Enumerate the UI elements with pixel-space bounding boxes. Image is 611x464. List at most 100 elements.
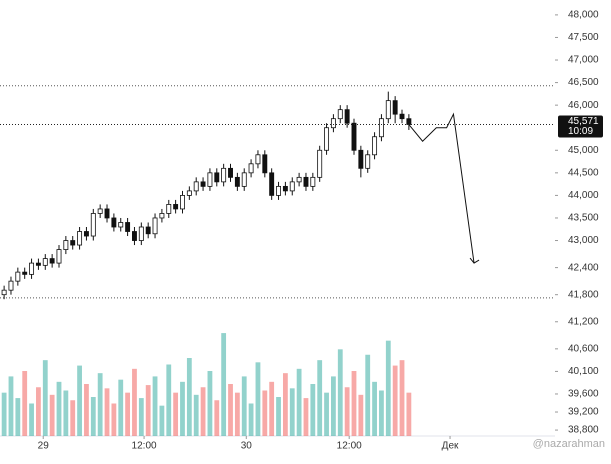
candle-body [358,149,364,169]
volume-bar [132,368,137,436]
volume-bar [125,392,131,436]
volume-bar [70,400,76,436]
candle-body [145,226,151,235]
candle-body [214,172,220,183]
candle-body [241,172,247,187]
candle-body [42,258,48,266]
y-tick-label: 42,400 [568,262,599,273]
watermark: @nazarahman [533,438,605,450]
volume-bar [234,392,240,436]
candle-body [317,149,323,178]
y-tick-label: 40,600 [568,343,599,354]
volume-bar [180,381,185,436]
volume-bar [241,376,247,436]
trend-drawing [408,112,475,264]
volume-bar [399,360,405,436]
candle-body [310,176,316,187]
candle-body [138,226,144,241]
volume-bar [262,390,268,436]
volume-bar [310,384,316,436]
volume-bar [221,333,227,436]
volume-bar [42,360,48,436]
volume-bar [282,373,288,436]
candle-body [159,213,165,219]
candle-body [372,136,378,156]
volume-bar [392,365,398,436]
candle-body [1,289,7,296]
arrow-head [469,257,480,264]
candle-body [234,176,240,187]
candle-body [255,154,261,165]
volume-bar [138,398,144,436]
volume-bar [214,400,220,436]
volume-bar [317,360,323,436]
volume-bar [200,387,206,436]
y-tick-label: 43,000 [568,235,599,246]
volume-bar [152,376,158,436]
candle-body [83,231,89,237]
candle-body [22,271,28,275]
volume-bar [8,376,14,436]
volume-bar [118,379,124,436]
candle-body [303,176,309,187]
y-tick-label: 41,800 [568,289,599,300]
candle-body [406,118,412,125]
volume-bar [351,371,357,436]
volume-bar [15,398,21,436]
candle-body [200,181,206,187]
candle-body [282,185,288,192]
candle-body [125,222,131,232]
candle-body [399,113,405,120]
y-tick-label: 39,600 [568,389,599,400]
y-tick-label: 44,000 [568,190,599,201]
volume-bar [193,394,199,436]
candle-body [111,217,117,228]
volume-bar [166,364,172,436]
candle-body [132,231,137,241]
candle-body [221,167,227,183]
candle-body [193,181,199,192]
y-tick-label: 44,500 [568,167,599,178]
volume-bar [358,394,364,436]
candle-body [262,154,268,174]
volume-bar [337,349,343,436]
volume-bar [303,398,309,436]
volume-bar [228,384,233,436]
volume-bar [49,394,55,436]
volume-bar [97,373,103,436]
y-tick-label: 46,500 [568,77,599,88]
candle-body [296,176,302,183]
volume-bar [90,397,96,436]
volume-bar [331,376,336,436]
candle-body [248,163,254,174]
y-tick-label: 40,100 [568,366,599,377]
countdown-label: 10:09 [568,126,593,137]
volume-bar [104,388,110,436]
candle-body [166,204,172,214]
y-tick-label: 47,500 [568,32,599,43]
y-tick-label: 39,200 [568,407,599,418]
y-tick-label: 46,000 [568,100,599,111]
candle-body [90,213,96,237]
candle-body [324,127,330,151]
volume-bar [84,384,89,436]
volume-bar [111,403,117,436]
candle-body [351,122,357,151]
x-tick-label: 29 [38,441,50,452]
candle-body [35,262,41,266]
candle-body [207,172,213,187]
volume-bar [159,405,165,436]
candle-body [8,280,14,291]
candle-body [77,231,83,246]
candle-body [63,240,69,250]
candle-body [118,222,124,228]
y-tick-label: 38,800 [568,425,599,436]
volume-bar [186,358,192,436]
candle-body [29,262,35,275]
volume-bar [289,388,295,436]
volume-bar [406,392,412,436]
candle-body [392,100,398,115]
x-tick-label: 12:00 [132,441,157,452]
volume-bar [56,381,62,436]
x-tick-label: 12:00 [337,441,362,452]
